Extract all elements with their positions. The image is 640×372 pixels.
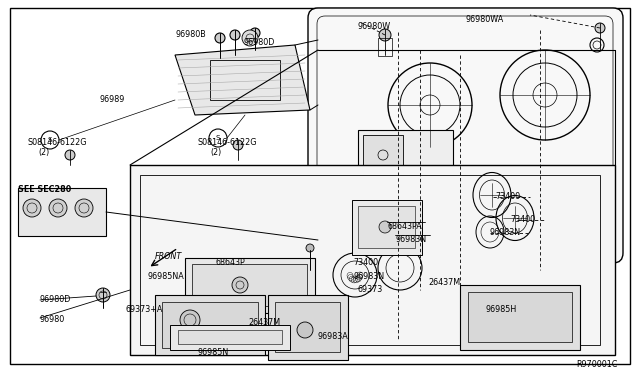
Text: 69373: 69373 [358, 285, 383, 294]
Text: 96989: 96989 [100, 95, 125, 104]
Circle shape [230, 30, 240, 40]
Bar [378, 38, 392, 56]
Text: 96980D: 96980D [40, 295, 72, 304]
Text: 68643PA: 68643PA [388, 222, 423, 231]
Text: 96985H: 96985H [485, 305, 516, 314]
Text: S: S [48, 137, 52, 143]
Bar [185, 258, 315, 313]
Bar [358, 206, 415, 248]
Bar [140, 175, 600, 345]
Bar [170, 325, 290, 350]
Text: 96980B: 96980B [175, 30, 205, 39]
Bar [192, 264, 307, 306]
Text: 96983N: 96983N [395, 235, 426, 244]
Text: 26437M: 26437M [248, 318, 280, 327]
Bar [178, 330, 282, 344]
Text: S08146-6122G: S08146-6122G [198, 138, 257, 147]
Bar [460, 285, 580, 350]
Text: 73400: 73400 [495, 192, 520, 201]
Text: SEE SEC280: SEE SEC280 [18, 185, 71, 194]
Bar [363, 135, 403, 165]
Circle shape [242, 30, 258, 46]
Text: 96983A: 96983A [318, 332, 349, 341]
Circle shape [96, 288, 110, 302]
Text: 96980WA: 96980WA [465, 15, 503, 24]
Text: 69373+A: 69373+A [125, 305, 163, 314]
Bar [468, 292, 572, 342]
Text: R970001C: R970001C [577, 360, 618, 369]
Bar [352, 200, 422, 255]
Text: 96983N: 96983N [490, 228, 521, 237]
Circle shape [49, 199, 67, 217]
Text: S: S [216, 135, 220, 141]
Circle shape [232, 277, 248, 293]
Text: 96985NA: 96985NA [148, 272, 185, 281]
Circle shape [297, 322, 313, 338]
Text: FRONT: FRONT [155, 252, 182, 261]
Text: (2): (2) [210, 148, 221, 157]
Bar [275, 302, 340, 352]
Text: 96980W: 96980W [358, 22, 391, 31]
Bar [155, 295, 265, 355]
Text: 96980D: 96980D [243, 38, 275, 47]
Text: 73400: 73400 [353, 258, 378, 267]
Bar [358, 130, 453, 200]
Circle shape [379, 221, 391, 233]
Text: 73400: 73400 [510, 215, 535, 224]
Circle shape [215, 33, 225, 43]
Circle shape [233, 140, 243, 150]
Circle shape [250, 28, 260, 38]
Text: (2): (2) [38, 148, 49, 157]
Circle shape [23, 199, 41, 217]
Text: S08146-6122G: S08146-6122G [28, 138, 88, 147]
Polygon shape [175, 45, 310, 115]
Circle shape [306, 244, 314, 252]
Bar [18, 188, 106, 236]
Text: 26437M: 26437M [428, 278, 460, 287]
FancyBboxPatch shape [308, 8, 623, 263]
Circle shape [595, 23, 605, 33]
Bar [130, 165, 615, 355]
Text: 96983N: 96983N [353, 272, 384, 281]
Bar [363, 168, 403, 193]
Text: 96980: 96980 [40, 315, 65, 324]
Circle shape [65, 150, 75, 160]
Circle shape [379, 29, 391, 41]
Bar [210, 60, 280, 100]
Text: 68643P: 68643P [215, 258, 244, 267]
Circle shape [180, 310, 200, 330]
Circle shape [75, 199, 93, 217]
Bar [268, 295, 348, 360]
Text: 96985N: 96985N [198, 348, 229, 357]
Bar [162, 302, 258, 348]
